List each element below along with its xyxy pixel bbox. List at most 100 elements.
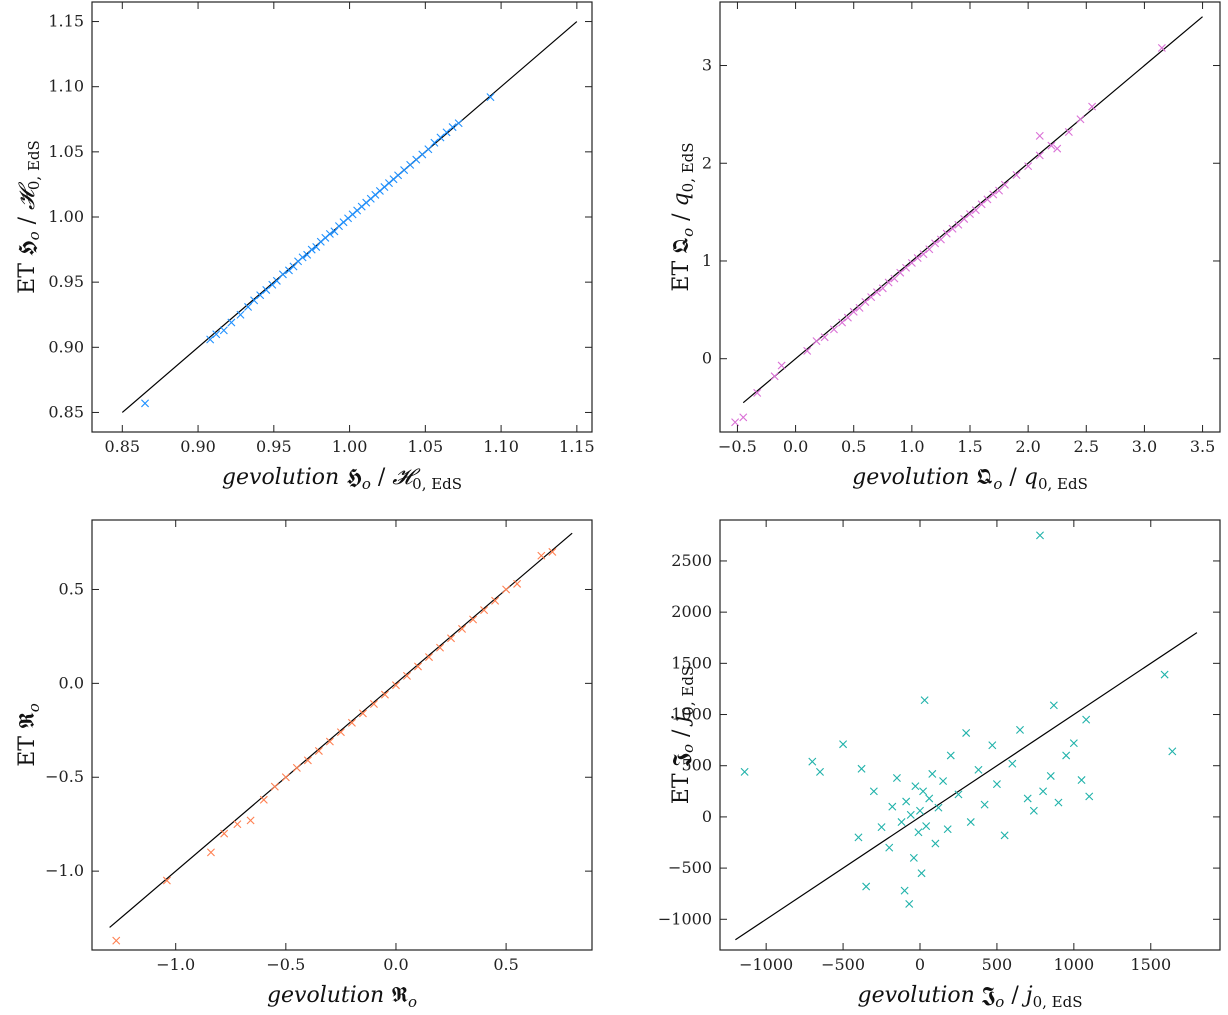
data-point xyxy=(867,293,876,302)
data-point xyxy=(206,335,215,344)
label-part-sub_o: o xyxy=(679,228,697,237)
data-point xyxy=(922,822,931,831)
data-point xyxy=(739,413,748,422)
data-point xyxy=(942,229,951,238)
x-axis-label: gevolution 𝕽o xyxy=(267,983,417,1011)
data-point xyxy=(402,671,411,680)
data-point xyxy=(394,171,403,180)
data-point xyxy=(816,767,824,776)
x-tick-label: 1.5 xyxy=(957,437,982,456)
data-point xyxy=(943,825,952,834)
scatter-points xyxy=(141,93,495,408)
data-point xyxy=(1000,831,1009,840)
x-tick-label: 2.0 xyxy=(1015,437,1040,456)
label-part-symbol: 𝕽 xyxy=(391,983,408,1008)
data-point xyxy=(1077,776,1086,785)
data-point xyxy=(502,585,511,594)
data-point xyxy=(900,886,909,895)
data-point xyxy=(270,782,279,791)
x-tick-label: −500 xyxy=(821,955,865,974)
label-part-sep: / xyxy=(1002,465,1023,490)
data-point xyxy=(1085,792,1094,801)
y-tick-label: 2000 xyxy=(671,602,712,621)
y-tick-label: 0.95 xyxy=(48,272,84,291)
data-point xyxy=(486,93,495,102)
data-point xyxy=(325,737,334,746)
x-tick-label: −1000 xyxy=(739,955,793,974)
label-part-sep: / xyxy=(15,210,40,231)
data-point xyxy=(988,741,997,750)
label-part-prefix: ET xyxy=(15,736,40,767)
data-point xyxy=(872,288,881,297)
data-point xyxy=(1054,798,1063,807)
y-axis-label: ET 𝕵o / j0, EdS xyxy=(669,666,697,804)
data-point xyxy=(916,806,924,815)
y-tick-label: 1.00 xyxy=(48,207,84,226)
label-part-italic: gevolution xyxy=(858,983,975,1008)
data-point xyxy=(480,606,489,615)
x-tick-label: 1500 xyxy=(1130,955,1171,974)
data-point xyxy=(281,773,290,782)
label-space xyxy=(969,465,976,490)
label-space xyxy=(339,465,346,490)
label-part-norm_sub: 0, EdS xyxy=(1033,993,1083,1011)
plot-frame xyxy=(91,1,593,433)
data-point xyxy=(977,200,986,209)
data-point xyxy=(980,800,989,809)
x-tick-label: 500 xyxy=(982,955,1013,974)
data-point xyxy=(325,229,334,238)
data-point xyxy=(917,869,926,878)
data-point xyxy=(1069,739,1078,748)
y-tick-label: 0.90 xyxy=(48,337,84,356)
data-point xyxy=(424,145,433,154)
data-point xyxy=(358,709,367,718)
data-point xyxy=(244,302,253,311)
data-point xyxy=(770,372,779,381)
data-point xyxy=(931,839,940,848)
panel-hubble: 0.85 0.90 0.95 1.00 1.05 1.10 1.15 0.85 0.90 0.95… xyxy=(15,1,595,493)
data-point xyxy=(1062,751,1071,760)
data-point xyxy=(436,643,445,652)
data-point xyxy=(812,337,821,346)
plot-frame xyxy=(719,1,1221,433)
data-point xyxy=(849,307,858,316)
data-point xyxy=(292,763,301,772)
label-part-norm_sub: 0, EdS xyxy=(412,475,462,493)
label-part-sep: / xyxy=(669,206,694,227)
x-tick-label: 1.15 xyxy=(559,437,595,456)
x-axis-label: gevolution 𝕼o / q0, EdS xyxy=(852,465,1088,493)
data-point xyxy=(272,276,281,285)
data-point xyxy=(877,823,886,832)
y-tick-label: 0.85 xyxy=(48,402,84,421)
data-point xyxy=(777,361,786,370)
scatter-points xyxy=(112,547,557,945)
data-point xyxy=(1012,170,1021,179)
data-point xyxy=(906,810,915,819)
x-tick-label: −0.5 xyxy=(718,437,757,456)
label-part-symbol: 𝕵 xyxy=(669,753,694,767)
data-point xyxy=(220,829,229,838)
data-point xyxy=(442,128,451,137)
data-point xyxy=(1157,43,1166,52)
data-point xyxy=(803,346,812,355)
data-point xyxy=(425,653,433,662)
data-point xyxy=(412,155,421,164)
data-point xyxy=(262,285,271,294)
x-tick-label: −1.0 xyxy=(156,955,195,974)
x-tick-label: 0.95 xyxy=(256,437,292,456)
data-point xyxy=(919,250,928,259)
data-point xyxy=(1168,747,1177,756)
data-point xyxy=(931,239,940,248)
label-part-norm: q xyxy=(669,192,694,206)
data-point xyxy=(948,224,957,233)
label-part-symbol: 𝕽 xyxy=(15,712,40,729)
data-point xyxy=(740,767,749,776)
data-point xyxy=(911,782,920,791)
data-point xyxy=(1008,759,1017,768)
data-point xyxy=(314,746,323,755)
data-point xyxy=(966,210,974,219)
label-part-norm_sub: 0, EdS xyxy=(679,666,697,716)
data-point xyxy=(897,818,906,827)
data-point xyxy=(447,634,456,643)
data-point xyxy=(1000,180,1009,189)
